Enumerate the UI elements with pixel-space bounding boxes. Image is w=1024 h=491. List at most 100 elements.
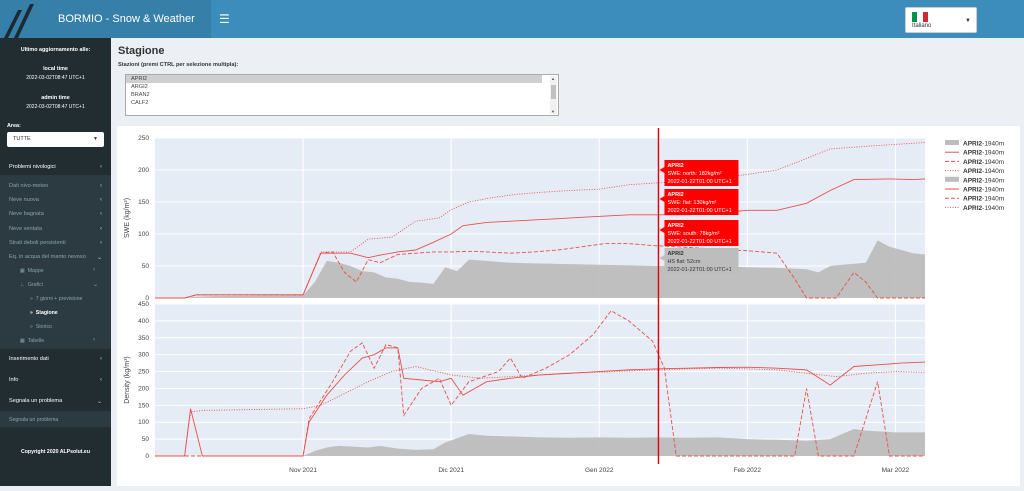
series-line [155,310,925,457]
tooltip-text: 2022-01-22T01:00 UTC+1 [667,179,731,185]
tooltip-text: SWE: flat: 130kg/m² [667,200,716,206]
chevron-left-icon: ‹ [93,267,95,273]
hamburger-icon[interactable]: ☰ [219,12,230,26]
copyright: Copyright 2020 ALPsolut.eu [21,449,90,455]
tooltip-text: 2022-01-22T01:00 UTC+1 [667,208,731,214]
y-tick-label: 200 [138,167,149,174]
scroll-up-icon[interactable]: ▲ [551,76,555,81]
y-tick-label: 100 [138,231,149,238]
local-time-value: 2022-03-02T08:47 UTC+1 [26,75,85,81]
x-tick-label: Gen 2022 [585,467,614,474]
chevron-left-icon: ‹ [100,164,102,170]
tooltip-pointer [659,196,665,202]
area-label: Area: [7,123,21,129]
chart-svg[interactable]: 0 50 100 150 200 250 SWE (kg/m²) 0 50 100 150 200 25… [117,126,1020,486]
brand-logo[interactable]: BORMIO - Snow & Weather [0,0,211,38]
legend-item: APRI2-1940m [945,159,1004,166]
y-tick-label: 250 [138,369,149,376]
series-area [155,240,925,298]
season-chart[interactable]: 0 50 100 150 200 250 SWE (kg/m²) 0 50 100 150 200 25… [117,126,1020,486]
top-navbar: BORMIO - Snow & Weather ☰ Italiano ▼ [0,0,1024,38]
tooltip-text: 2022-01-22T01:00 UTC+1 [667,239,731,245]
menu-tabelle[interactable]: ▦ Tabelle [20,338,45,344]
language-select[interactable]: Italiano ▼ [905,7,977,33]
y-tick-label: 250 [138,135,149,142]
tooltip-text: 2022-01-22T01:00 UTC+1 [667,267,731,273]
legend-item: APRI2-1940m [945,176,1004,184]
y-tick-label: 200 [138,385,149,392]
menu-info[interactable]: Info ‹ [9,377,102,383]
chevron-down-icon: ⌄ [93,282,99,288]
double-chevron-icon: » [30,324,33,330]
menu-grafici[interactable]: ∟ Grafici [20,282,43,288]
station-option[interactable]: ARGI2 [131,84,148,90]
legend-item: APRI2-1940m [945,150,1004,157]
scroll-thumb[interactable] [551,85,556,99]
legend-item: APRI2-1940m [945,168,1004,175]
y-tick-label: 0 [145,453,149,460]
series-line [155,243,925,299]
tooltip-pointer [659,167,665,173]
last-update-label: Ultimo aggiornamento alle: [20,47,91,53]
y-tick-label: 350 [138,335,149,342]
station-option[interactable]: CALF2 [131,100,149,106]
admin-time-value: 2022-03-02T08:47 UTC+1 [26,104,85,110]
double-chevron-icon: » [30,296,33,302]
tooltip-text: APRI2 [667,163,683,169]
x-tick-label: Mar 2022 [882,467,910,474]
legend-label: APRI2-1940m [963,205,1004,212]
y-axis-label: Density (kg/m³) [124,356,131,403]
y-tick-label: 300 [138,352,149,359]
chevron-down-icon: ⌄ [96,399,102,405]
chart-icon: ∟ [20,282,25,288]
tooltip-box [664,189,739,215]
legend-swatch [945,176,959,182]
listbox-scrollbar[interactable]: ▲ ▼ [550,76,557,114]
legend-item: APRI2-1940m [945,187,1004,194]
legend-label: APRI2-1940m [963,196,1004,203]
caret-down-icon: ▼ [93,136,98,142]
table-icon: ▦ [20,338,25,344]
y-axis-label: SWE (kg/m²) [124,198,131,238]
chevron-left-icon: ‹ [100,356,102,362]
menu-7-giorni[interactable]: » 7 giorni + previsione [30,296,83,302]
menu-storico[interactable]: » Storico [30,324,52,330]
menu-dati-nivo-meteo[interactable]: Dati nivo-meteo ‹ [9,183,102,189]
stations-listbox[interactable]: APRI2 ARGI2 BRAN2 CALF2 ▲ ▼ [125,74,559,116]
plot-background [155,304,925,456]
logo-icon [4,4,34,38]
menu-segnala-problema-sub[interactable]: Segnala un problema [9,417,59,423]
legend-label: APRI2-1940m [963,159,1004,166]
hover-tooltip: APRI2 SWE: flat: 130kg/m² 2022-01-22T01:00… [659,189,739,215]
y-tick-label: 150 [138,199,149,206]
chevron-left-icon: ‹ [100,211,102,217]
chevron-left-icon: ‹ [100,183,102,189]
menu-inserimento-dati[interactable]: Inserimento dati ‹ [9,356,102,362]
menu-neve-nuova[interactable]: Neve nuova ‹ [9,197,102,203]
chevron-left-icon: ‹ [93,337,95,343]
menu-stagione[interactable]: » Stagione [30,310,58,316]
y-tick-label: 400 [138,318,149,325]
y-tick-label: 150 [138,402,149,409]
scroll-down-icon[interactable]: ▼ [551,109,555,114]
local-time-label: local time [43,66,68,72]
x-tick-label: Dic 2021 [438,467,464,474]
station-option[interactable]: APRI2 [126,75,542,83]
tooltip-pointer [659,227,665,233]
submenu-panel [0,411,111,427]
menu-neve-ventata[interactable]: Neve ventata ‹ [9,226,102,232]
area-select[interactable]: TUTTE ▼ [7,132,104,147]
menu-neve-bagnata[interactable]: Neve bagnata ‹ [9,211,102,217]
menu-mappe[interactable]: ▦ Mappe [20,268,44,274]
app-title: BORMIO - Snow & Weather [58,13,195,25]
area-value: TUTTE [13,136,31,142]
tooltip-text: SWE: north: 182kg/m² [667,171,721,177]
menu-strati-deboli[interactable]: Strati deboli persistenti ‹ [9,240,102,246]
menu-eq-acqua[interactable]: Eq. in acqua del manto nevoso ⌄ [9,254,102,261]
italy-flag-icon [912,12,928,22]
menu-problemi-nivologici[interactable]: Problemi nivologici ‹ [9,164,102,170]
station-option[interactable]: BRAN2 [131,92,150,98]
y-tick-label: 50 [142,436,150,443]
hover-tooltip: APRI2 HS flat: 52cm 2022-01-22T01:00 UTC+1 [659,248,739,274]
menu-segnala-problema[interactable]: Segnala un problema ⌄ [9,398,102,405]
